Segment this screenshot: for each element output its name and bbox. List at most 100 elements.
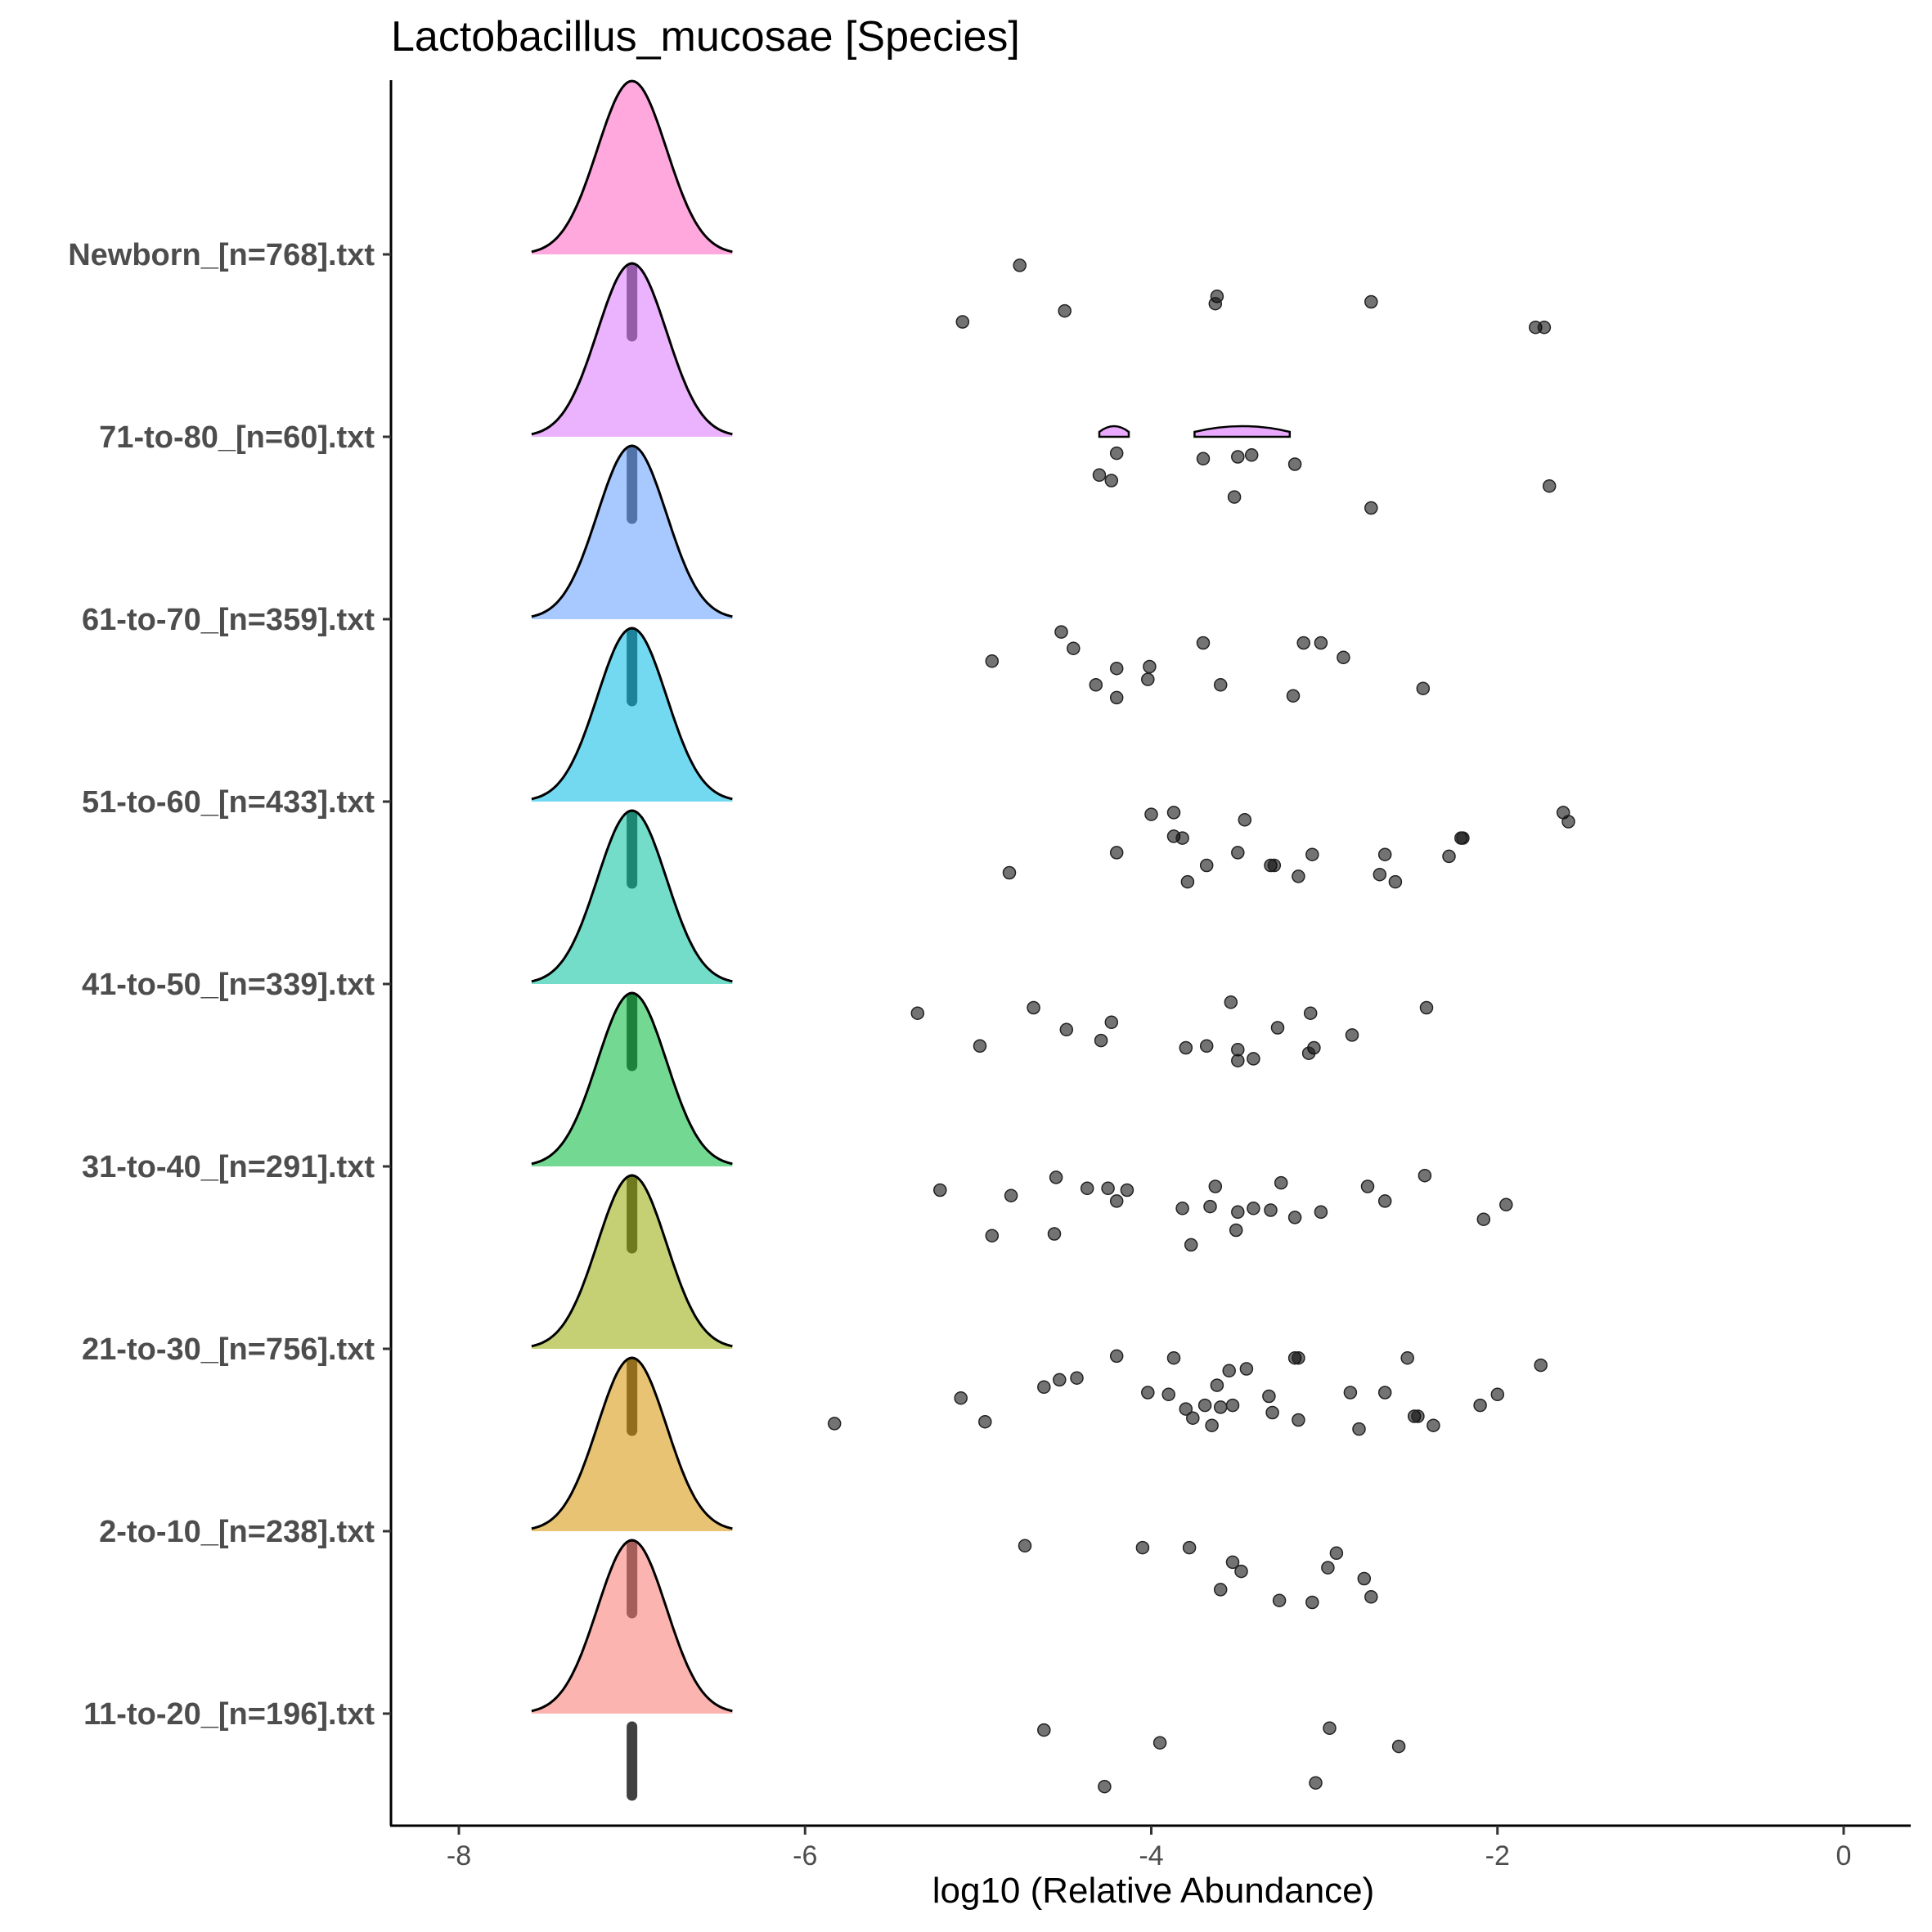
ridge-fill-2	[531, 1175, 733, 1349]
data-point-0-2	[1323, 1721, 1337, 1736]
data-point-6-13	[1286, 689, 1301, 703]
data-point-3-13	[1175, 1202, 1189, 1215]
data-point-2-29	[1205, 1418, 1219, 1432]
data-point-5-11	[1305, 847, 1319, 861]
data-point-7-3	[1244, 448, 1259, 462]
chart-title: Lactobacillus_mucosae [Species]	[391, 13, 1020, 61]
data-point-3-16	[1247, 1202, 1260, 1215]
data-point-6-10	[1089, 678, 1103, 692]
data-point-4-12	[1199, 1039, 1214, 1054]
data-point-1-7	[1357, 1571, 1372, 1586]
data-point-6-14	[1416, 681, 1431, 695]
data-point-5-19	[1292, 869, 1305, 883]
data-point-2-7	[1239, 1362, 1254, 1376]
data-point-5-13	[1442, 849, 1456, 864]
ridge-outline-6	[531, 444, 733, 618]
data-point-4-0	[1224, 995, 1238, 1009]
data-point-1-0	[1018, 1539, 1032, 1553]
data-point-4-8	[1094, 1033, 1108, 1048]
data-point-2-11	[954, 1391, 968, 1405]
data-point-3-15	[1231, 1205, 1245, 1220]
data-point-2-33	[978, 1414, 992, 1429]
data-point-3-22	[1047, 1227, 1062, 1241]
data-point-5-17	[1002, 865, 1017, 880]
data-point-2-4	[1400, 1350, 1414, 1365]
data-point-5-14	[1199, 858, 1214, 873]
data-point-5-8	[1175, 831, 1189, 845]
data-point-2-9	[1070, 1371, 1084, 1385]
data-point-3-5	[1080, 1181, 1094, 1196]
data-point-2-12	[1141, 1386, 1155, 1400]
data-point-2-14	[1210, 1378, 1224, 1392]
data-point-2-18	[1490, 1387, 1505, 1402]
ridge-outline-4	[531, 809, 733, 983]
data-point-2-22	[1213, 1400, 1228, 1414]
data-point-1-8	[1213, 1583, 1228, 1597]
data-point-3-14	[1203, 1199, 1217, 1214]
ridge-fill-3	[531, 993, 733, 1166]
minor-density-0-0	[1098, 425, 1130, 438]
data-point-2-6	[1222, 1364, 1236, 1378]
data-point-3-18	[1314, 1205, 1328, 1220]
x-ticks: -8 -6 -4 -2 0	[447, 1826, 1851, 1871]
points-layer	[827, 258, 1575, 1794]
data-point-2-8	[1053, 1373, 1067, 1387]
data-point-3-6	[1101, 1181, 1115, 1196]
y-tick-labels: 11-to-20_[n=196].txt 2-to-10_[n=238].txt 2…	[68, 238, 391, 1732]
data-point-5-6	[1456, 831, 1470, 845]
data-point-5-4	[1238, 813, 1252, 827]
data-point-5-20	[1373, 867, 1387, 882]
data-point-2-31	[1352, 1422, 1366, 1436]
data-point-3-17	[1264, 1203, 1278, 1217]
data-point-2-15	[1262, 1389, 1276, 1404]
data-point-6-0	[1054, 625, 1068, 639]
data-point-3-24	[1229, 1223, 1243, 1238]
data-point-7-2	[1231, 450, 1245, 464]
x-tick-label-0: -8	[447, 1840, 471, 1871]
data-point-4-9	[1345, 1028, 1359, 1042]
data-point-3-21	[985, 1229, 1000, 1242]
data-point-2-23	[1225, 1398, 1240, 1413]
data-point-2-27	[1427, 1418, 1440, 1432]
data-point-6-2	[1196, 636, 1211, 650]
data-point-2-10	[1037, 1380, 1051, 1395]
data-point-7-5	[1092, 468, 1107, 483]
data-point-4-1	[1419, 1000, 1434, 1015]
data-point-8-3	[1364, 294, 1378, 309]
data-point-3-3	[1360, 1179, 1375, 1193]
data-point-6-5	[1337, 650, 1350, 665]
minor-density-0-1	[1193, 425, 1292, 438]
data-point-5-18	[1180, 874, 1195, 889]
data-point-4-15	[1301, 1046, 1316, 1060]
data-point-6-11	[1213, 678, 1228, 692]
y-tick-label-7: 71-to-80_[n=60].txt	[99, 420, 375, 455]
data-point-3-12	[1499, 1197, 1513, 1212]
data-point-2-19	[1473, 1398, 1487, 1413]
data-point-5-3	[1561, 815, 1575, 829]
data-point-1-4	[1225, 1555, 1240, 1570]
data-point-0-4	[1098, 1779, 1112, 1794]
data-point-2-24	[1265, 1405, 1279, 1420]
data-point-2-16	[1343, 1386, 1358, 1400]
data-point-0-3	[1391, 1739, 1406, 1754]
y-tick-label-3: 31-to-40_[n=291].txt	[82, 1150, 375, 1184]
data-point-3-11	[1377, 1194, 1392, 1208]
x-axis-label: log10 (Relative Abundance)	[932, 1871, 1375, 1911]
data-point-1-6	[1321, 1561, 1335, 1575]
data-point-5-0	[1144, 807, 1158, 821]
y-tick-label-2: 21-to-30_[n=756].txt	[82, 1332, 375, 1367]
ridge-fill-1	[531, 1358, 733, 1531]
ridge-outline-2	[531, 1174, 733, 1348]
ridge-outline-7	[531, 262, 733, 436]
data-point-3-0	[1049, 1170, 1063, 1184]
data-point-1-2	[1182, 1540, 1197, 1555]
data-point-6-3	[1296, 636, 1310, 650]
data-point-2-17	[1377, 1386, 1392, 1400]
ridge-fill-5	[531, 628, 733, 802]
data-point-6-6	[985, 654, 1000, 668]
ridge-outline-5	[531, 627, 733, 801]
x-tick-label-1: -6	[793, 1840, 817, 1871]
data-point-2-3	[1292, 1350, 1305, 1365]
